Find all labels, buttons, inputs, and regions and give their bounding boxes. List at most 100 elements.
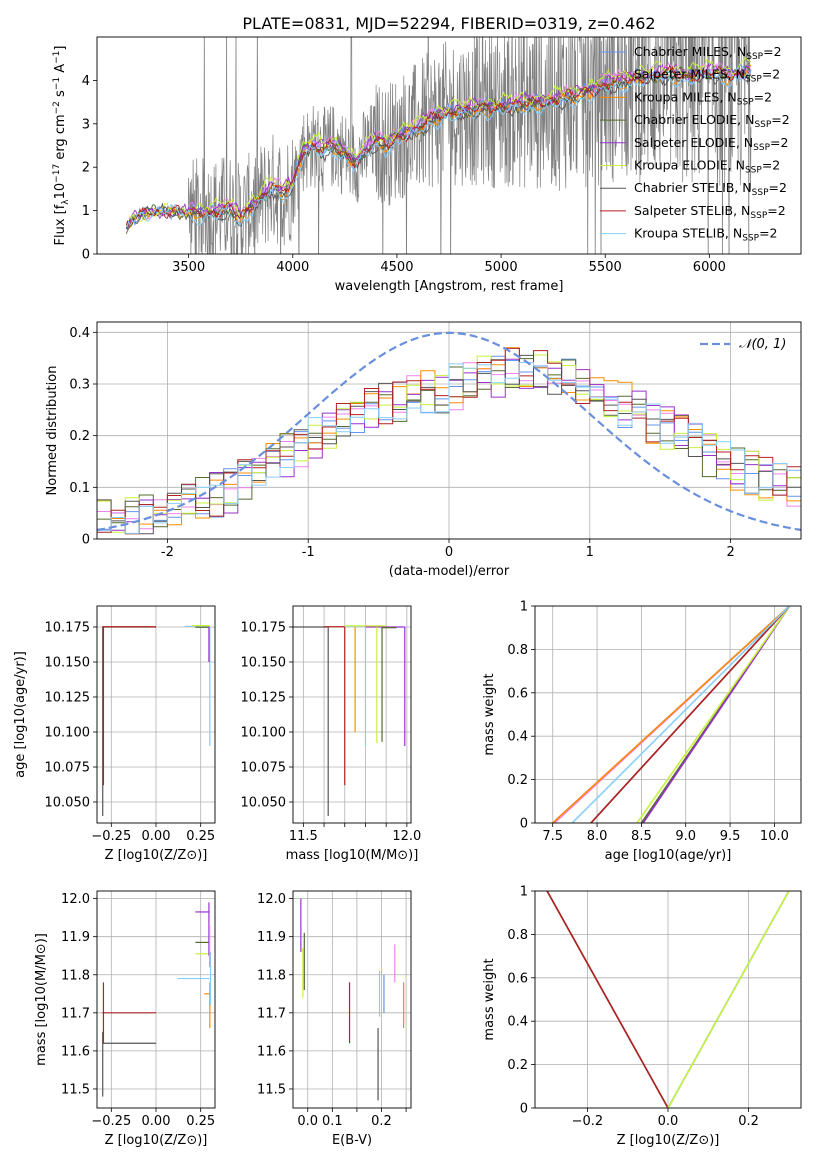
legend-eq: =2 xyxy=(762,67,780,82)
x-axis-label: Z [log10(Z/Z⊙)] xyxy=(617,1133,720,1148)
y-tick-label: 11.7 xyxy=(61,1006,90,1021)
x-axis-label: Z [log10(Z/Z⊙)] xyxy=(105,1133,208,1148)
panel-massweight-vs-age: 7.5 8.0 8.5 9.0 9.5 10.0 0 0.2 0.4 0.6 0.8 1 age [lo… xyxy=(482,600,802,863)
axes-frame xyxy=(96,605,216,824)
plot-area xyxy=(293,606,411,823)
series-line-salpeter-stelib xyxy=(546,891,669,1108)
axes-frame xyxy=(96,36,802,255)
legend-eq: =2 xyxy=(759,226,777,241)
y-tick-label: 0.2 xyxy=(507,773,528,788)
legend-label: Chabrier MILES, NSSP=2 xyxy=(634,44,782,62)
x-tick-label: 10.0 xyxy=(760,829,789,844)
series-line-kroupa-elodie xyxy=(125,57,752,228)
x-tick-label: 0.0 xyxy=(297,1114,318,1129)
axes-frame xyxy=(534,890,802,1109)
label-part: erg cm xyxy=(53,114,68,163)
y-tick-label: 0 xyxy=(82,248,90,263)
panel-mass-vs-EBV: 0.0 0.1 0.2 11.5 11.6 11.7 11.8 11.9 12.0 E(B-V) xyxy=(257,890,412,1148)
y-tick-label: 0.4 xyxy=(507,730,528,745)
figure-title: PLATE=0831, MJD=52294, FIBERID=0319, z=0… xyxy=(242,14,655,33)
legend-sub: SSP xyxy=(750,211,767,221)
x-tick-label: -2 xyxy=(161,545,174,560)
x-tick-label: 1 xyxy=(586,545,594,560)
x-tick-label: 5000 xyxy=(485,260,518,275)
y-tick-label: 11.8 xyxy=(257,968,286,983)
legend-sub: SSP xyxy=(753,143,770,153)
label-part: 10 xyxy=(53,183,68,200)
x-tick-label: 8.5 xyxy=(631,829,652,844)
x-tick-label: 8.0 xyxy=(587,829,608,844)
y-tick-label: 10.050 xyxy=(241,796,287,811)
y-tick-label: 10.075 xyxy=(45,761,91,776)
y-tick-label: 10.150 xyxy=(45,656,91,671)
x-tick-label: 0.25 xyxy=(186,1114,215,1129)
y-tick-label: 10.125 xyxy=(45,691,91,706)
panel-mass-vs-Z: −0.25 0.00 0.25 11.5 11.6 11.7 11.8 11.9 12.0 Z [… xyxy=(34,890,216,1148)
plot-area xyxy=(97,322,801,539)
legend-label: Salpeter MILES, NSSP=2 xyxy=(634,67,780,85)
y-tick-label: 0.3 xyxy=(69,378,90,393)
axes-frame xyxy=(96,890,216,1109)
y-tick-label: 10.100 xyxy=(241,726,287,741)
axes-frame xyxy=(292,605,412,824)
y-tick-label: 11.7 xyxy=(257,1006,286,1021)
y-tick-label: 11.6 xyxy=(61,1044,90,1059)
x-tick-label: −0.2 xyxy=(572,1114,604,1129)
y-tick-label: 1 xyxy=(520,600,528,615)
x-tick-label: 9.5 xyxy=(720,829,741,844)
panel-age-vs-Z: −0.25 0.00 0.25 10.050 10.075 10.100 10.125 10.… xyxy=(13,605,216,863)
y-tick-label: 11.8 xyxy=(61,968,90,983)
y-tick-label: 11.5 xyxy=(257,1082,286,1097)
y-tick-label: 0.6 xyxy=(507,686,528,701)
series-line-kroupa-stelib xyxy=(571,606,791,823)
x-tick-label: 0.0 xyxy=(658,1114,679,1129)
label-part: λ xyxy=(61,199,71,205)
y-tick-label: 0.4 xyxy=(507,1015,528,1030)
y-tick-label: 0.6 xyxy=(507,971,528,986)
legend-eq: =2 xyxy=(770,135,788,150)
legend-sub: SSP xyxy=(745,75,762,85)
x-tick-label: 2 xyxy=(726,545,734,560)
panel-age-vs-mass: 11.5 12.0 10.050 10.075 10.100 10.125 10.150 10… xyxy=(241,605,421,863)
axes-frame xyxy=(534,605,802,824)
legend-name: Kroupa STELIB, N xyxy=(634,226,742,241)
y-tick-label: 10.175 xyxy=(241,621,287,636)
legend-sub: SSP xyxy=(752,188,769,198)
y-tick-label: 0 xyxy=(520,1102,528,1117)
series-line-kroupa-elodie xyxy=(636,606,791,823)
y-tick-label: 0.2 xyxy=(507,1058,528,1073)
series-line-chabrier-stelib xyxy=(125,67,752,229)
legend-name: Chabrier MILES, N xyxy=(634,44,746,59)
legend-eq: =2 xyxy=(769,180,787,195)
y-tick-label: 11.9 xyxy=(257,930,286,945)
plot-area xyxy=(97,606,215,823)
x-axis-label: E(B-V) xyxy=(332,1133,372,1148)
label-part: −2 xyxy=(52,101,62,114)
x-axis-label: Z [log10(Z/Z⊙)] xyxy=(105,848,208,863)
series-line-salpeter-elodie xyxy=(642,606,791,823)
x-tick-label: 7.5 xyxy=(542,829,563,844)
plot-area xyxy=(125,37,752,254)
x-tick-label: −0.25 xyxy=(91,829,131,844)
x-tick-label: 6000 xyxy=(693,260,726,275)
x-tick-label: 9.0 xyxy=(675,829,696,844)
label-part: −1 xyxy=(52,51,62,64)
y-axis-label: age [log10(age/yr)] xyxy=(13,651,28,778)
x-tick-label: -1 xyxy=(302,545,315,560)
y-tick-label: 12.0 xyxy=(257,892,286,907)
plot-area xyxy=(535,606,801,823)
legend-eq: =2 xyxy=(771,112,789,127)
x-tick-label: 0.2 xyxy=(371,1114,392,1129)
y-tick-label: 10.150 xyxy=(241,656,287,671)
y-tick-label: 0 xyxy=(520,817,528,832)
legend-label: Kroupa STELIB, NSSP=2 xyxy=(634,226,778,244)
x-tick-label: 11.5 xyxy=(289,829,318,844)
x-tick-label: 0.1 xyxy=(322,1114,343,1129)
legend-eq: =2 xyxy=(763,44,781,59)
y-axis-label: mass weight xyxy=(482,958,497,1040)
y-tick-label: 10.050 xyxy=(45,796,91,811)
legend-name: Chabrier STELIB, N xyxy=(634,180,752,195)
y-axis-label: Flux [fλ10−17 erg cm−2 s−1 A−1] xyxy=(52,46,71,246)
label-part: A xyxy=(53,64,68,77)
